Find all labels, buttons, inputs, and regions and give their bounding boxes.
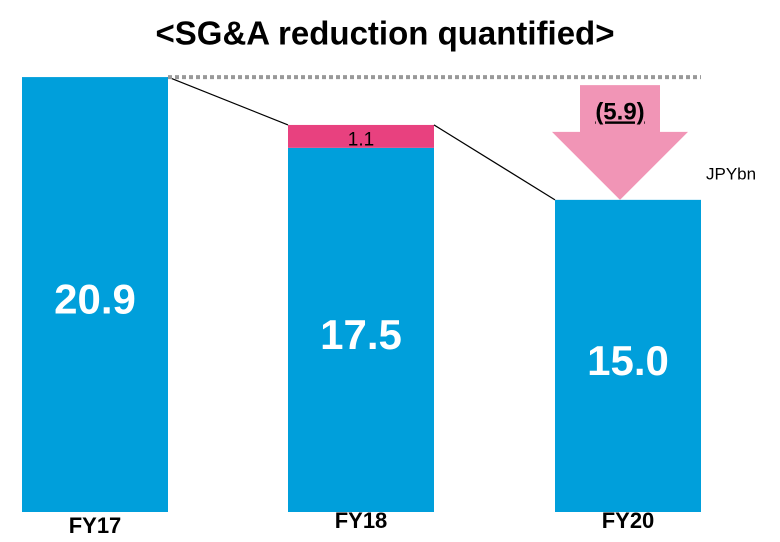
value-label: 17.5 bbox=[320, 311, 402, 358]
reduction-label: (5.9) bbox=[595, 98, 644, 125]
bar-segment bbox=[22, 77, 168, 512]
bar-segment bbox=[288, 147, 434, 513]
value-label: 20.9 bbox=[54, 276, 136, 323]
x-tick-label: FY20 bbox=[602, 508, 655, 533]
value-label: 15.0 bbox=[587, 337, 669, 384]
reduction-arrow bbox=[552, 85, 688, 200]
chart-title: <SG&A reduction quantified> bbox=[156, 15, 615, 52]
connector-line bbox=[167, 76, 289, 126]
bar-segment bbox=[555, 199, 701, 512]
bar-segment bbox=[288, 124, 434, 148]
unit-label: JPYbn bbox=[706, 164, 756, 183]
connector-line bbox=[433, 124, 556, 201]
x-tick-label: FY17 bbox=[69, 513, 122, 538]
value-label: 1.1 bbox=[348, 129, 374, 150]
x-tick-label: FY18 bbox=[335, 508, 388, 533]
